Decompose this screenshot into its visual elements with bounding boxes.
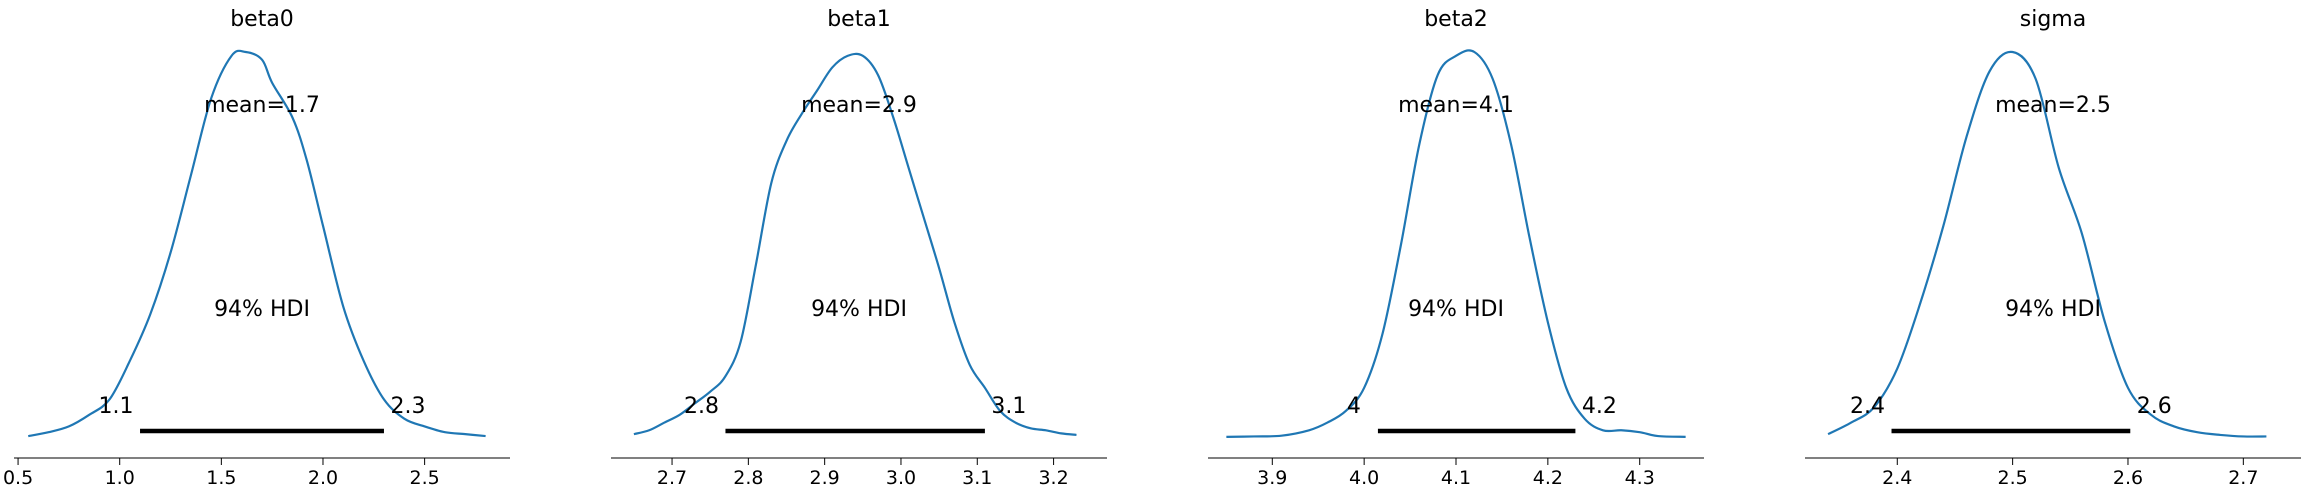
x-tick-label: 4.1	[1441, 467, 1471, 489]
hdi-upper-label: 4.2	[1582, 394, 1617, 419]
panel-sigma: sigma mean=2.5 94% HDI 2.4 2.6 2.4 2.5 2.6 2.7	[1805, 7, 2301, 489]
x-tick-label: 1.0	[105, 467, 135, 489]
mean-label: mean=1.7	[204, 93, 320, 118]
x-tick-label: 2.9	[810, 467, 840, 489]
panel-title: sigma	[2020, 7, 2086, 32]
x-tick-label: 2.7	[657, 467, 687, 489]
hdi-lower-label: 4	[1347, 394, 1361, 419]
x-tick-label: 4.0	[1349, 467, 1379, 489]
hdi-upper-label: 3.1	[991, 394, 1026, 419]
kde-line	[1827, 50, 2267, 438]
x-tick-label: 0.5	[3, 467, 33, 489]
mean-label: mean=4.1	[1398, 93, 1514, 118]
x-tick-label: 1.5	[206, 467, 236, 489]
x-tick-label: 2.7	[2228, 467, 2258, 489]
panel-title: beta0	[230, 7, 294, 32]
hdi-upper-label: 2.6	[2137, 394, 2172, 419]
x-tick-label: 2.0	[308, 467, 338, 489]
x-tick-label: 2.5	[1998, 467, 2028, 489]
panel-title: beta2	[1424, 7, 1488, 32]
kde-line	[633, 52, 1077, 437]
x-tick-label: 3.2	[1038, 467, 1068, 489]
hdi-lower-label: 2.4	[1850, 394, 1885, 419]
hdi-lower-label: 1.1	[99, 394, 134, 419]
panel-beta1: beta1 mean=2.9 94% HDI 2.8 3.1 2.7 2.8 2.9 3.0 3.…	[611, 7, 1107, 489]
mean-label: mean=2.5	[1995, 93, 2111, 118]
hdi-upper-label: 2.3	[390, 394, 425, 419]
hdi-label: 94% HDI	[1408, 297, 1504, 322]
hdi-lower-label: 2.8	[684, 394, 719, 419]
x-tick-label: 2.8	[733, 467, 763, 489]
panel-title: beta1	[827, 7, 891, 32]
x-tick-label: 2.6	[2113, 467, 2143, 489]
x-tick-label: 3.0	[886, 467, 916, 489]
x-tick-label: 4.3	[1625, 467, 1655, 489]
x-tick-label: 4.2	[1533, 467, 1563, 489]
mean-label: mean=2.9	[801, 93, 917, 118]
hdi-label: 94% HDI	[811, 297, 907, 322]
panel-beta0: beta0 mean=1.7 94% HDI 1.1 2.3 0.5 1.0 1.5 2.0 2.…	[3, 7, 510, 489]
hdi-label: 94% HDI	[2005, 297, 2101, 322]
x-tick-label: 3.1	[962, 467, 992, 489]
kde-line	[28, 49, 486, 438]
x-tick-label: 2.4	[1882, 467, 1912, 489]
x-tick-label: 2.5	[410, 467, 440, 489]
kde-line	[1226, 49, 1686, 438]
x-tick-label: 3.9	[1257, 467, 1287, 489]
hdi-label: 94% HDI	[214, 297, 310, 322]
panel-beta2: beta2 mean=4.1 94% HDI 4 4.2 3.9 4.0 4.1 4.2 4.3	[1208, 7, 1704, 489]
